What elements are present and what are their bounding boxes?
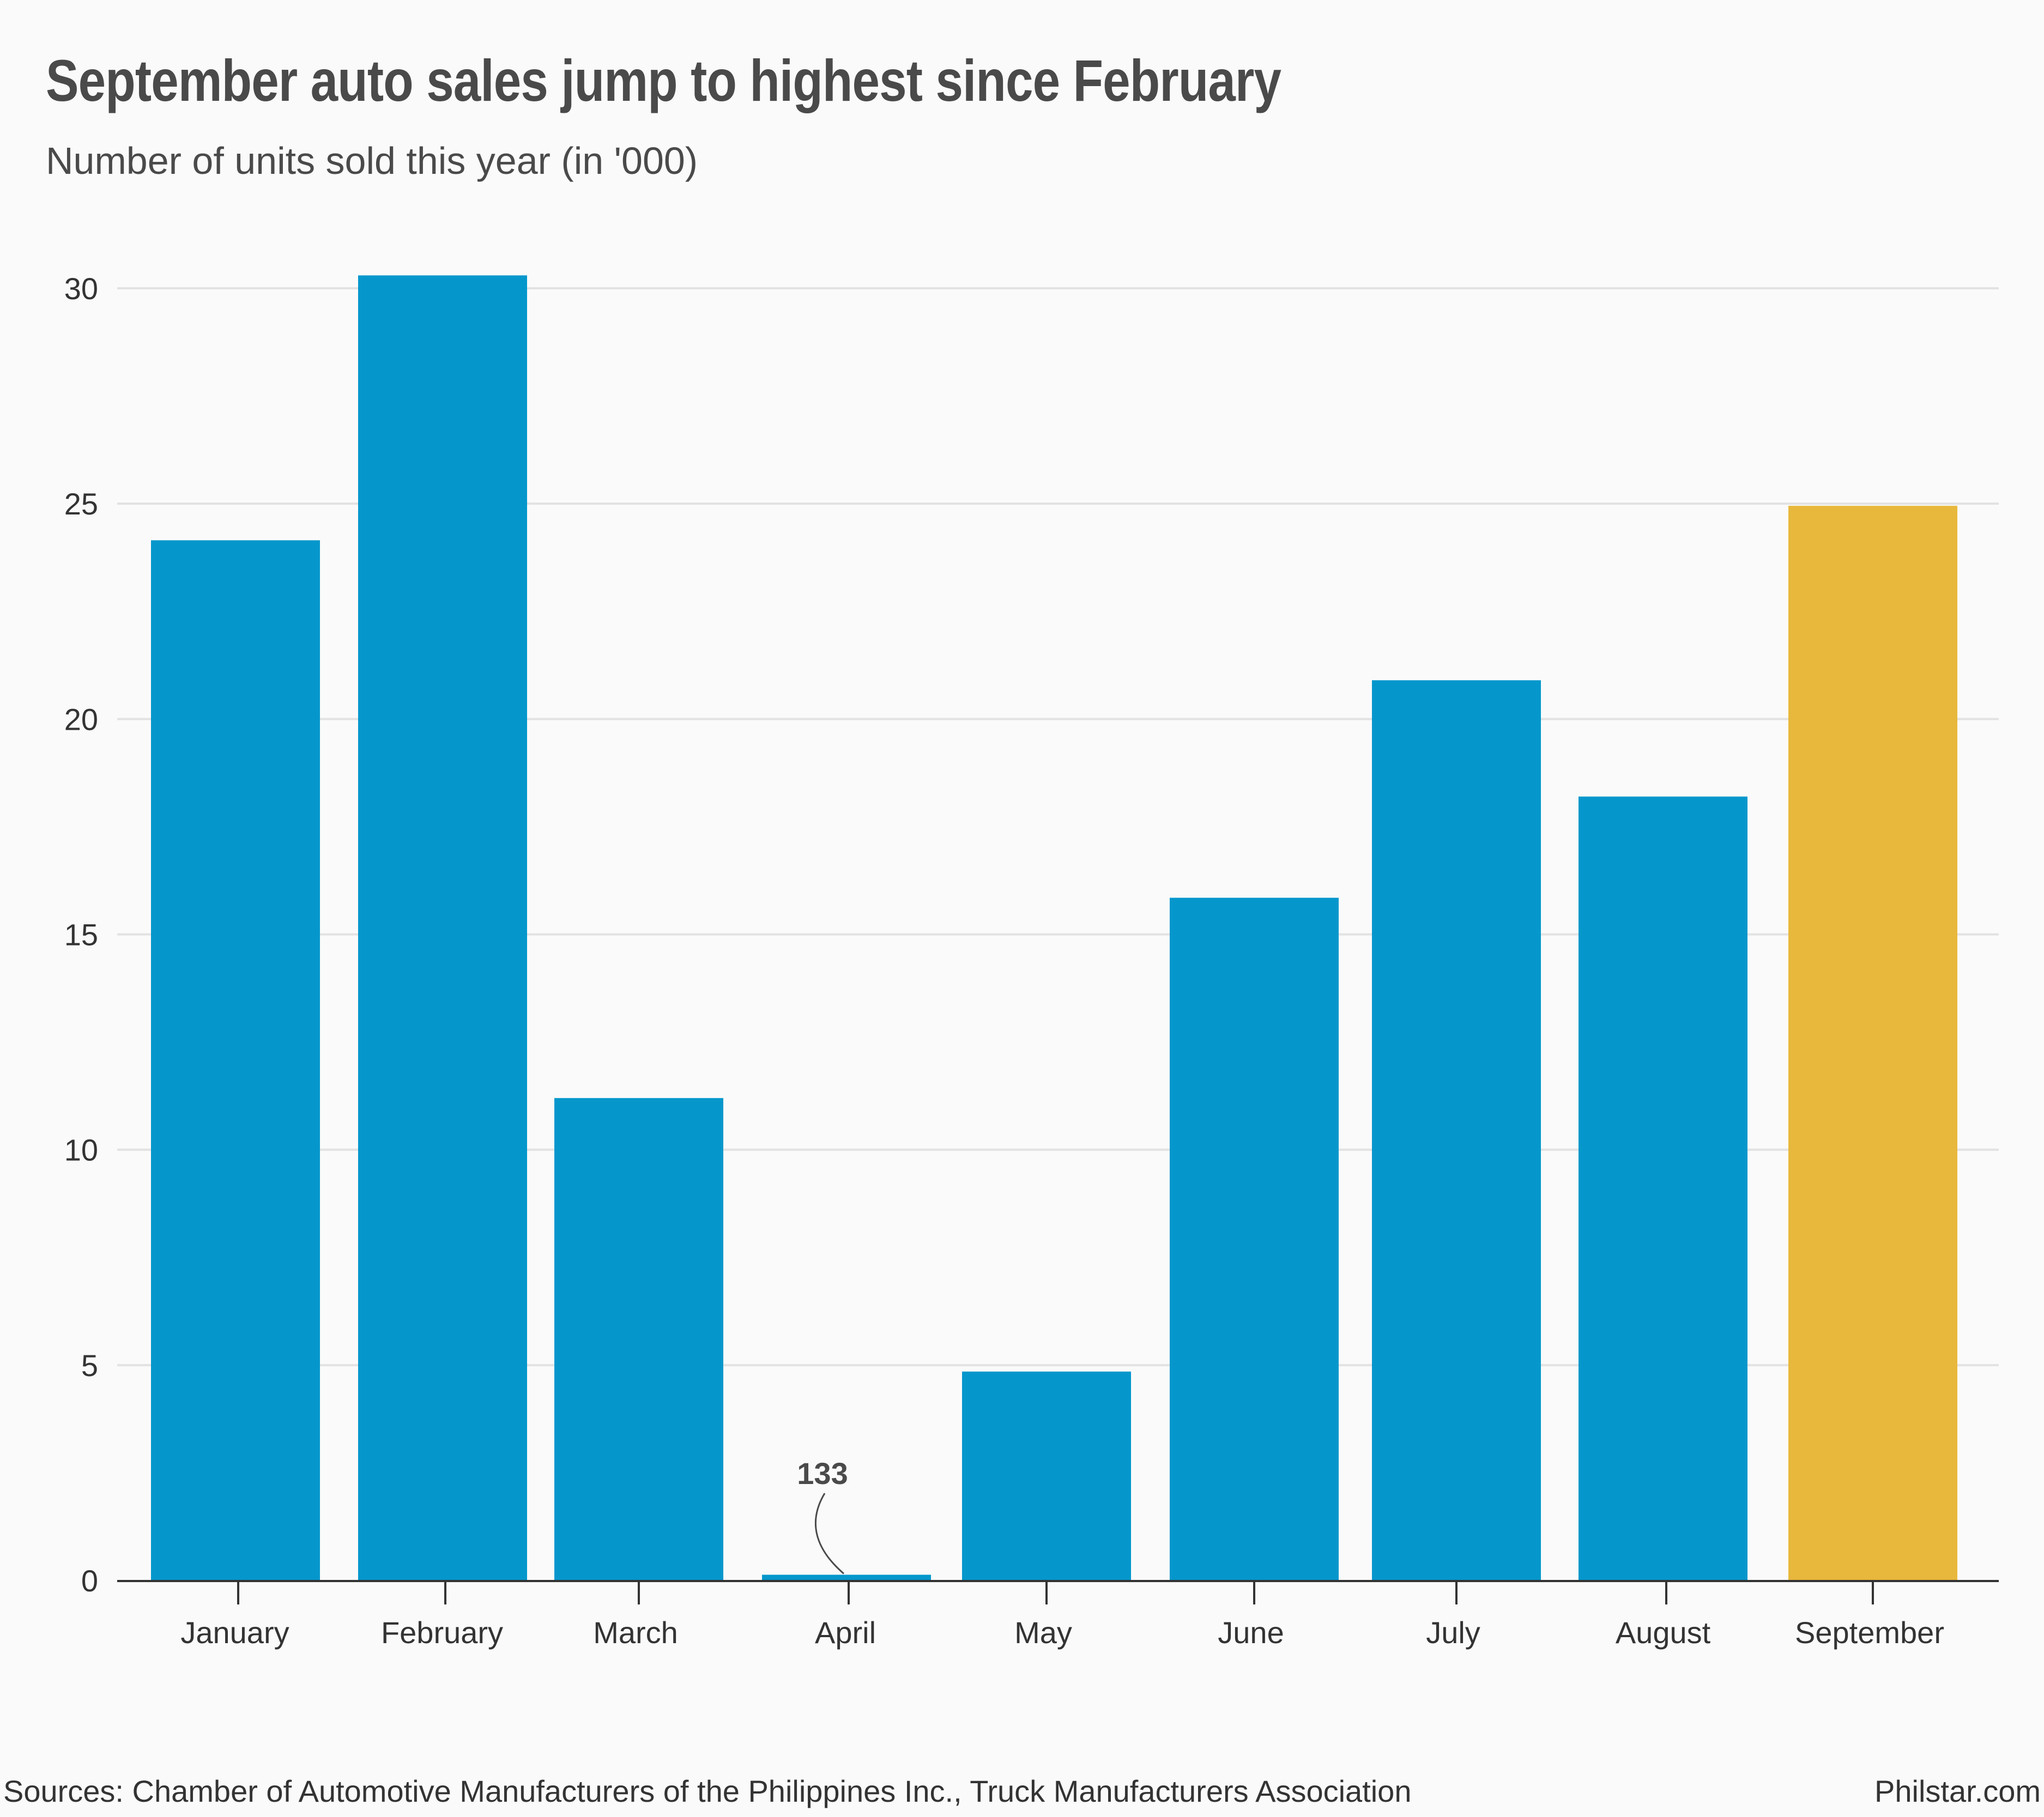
- bar-september: [1788, 506, 1957, 1580]
- bar-april: [762, 1574, 931, 1580]
- bar-march: [554, 1098, 723, 1580]
- y-tick-label: 25: [64, 487, 98, 521]
- x-tick-label-august: August: [1616, 1615, 1711, 1650]
- annotations: 133: [797, 1456, 848, 1574]
- bars: [151, 275, 1957, 1580]
- chart-title: September auto sales jump to highest sin…: [46, 47, 1281, 113]
- bar-june: [1170, 898, 1339, 1580]
- x-tick-label-may: May: [1014, 1615, 1072, 1650]
- bar-january: [151, 540, 320, 1580]
- x-tick-label-february: February: [381, 1615, 503, 1650]
- annotation-leader-line: [814, 1493, 844, 1574]
- y-tick-label: 10: [64, 1133, 98, 1167]
- bar-july: [1372, 680, 1541, 1580]
- y-tick-label: 5: [81, 1348, 98, 1383]
- y-axis-tick-labels: 0 5 10 15 20 25 30: [64, 271, 98, 1598]
- x-axis-tick-labels: January February March April May June July Augu…: [180, 1615, 1944, 1650]
- bar-may: [962, 1371, 1131, 1580]
- y-tick-label: 30: [64, 271, 98, 306]
- x-tick-label-april: April: [815, 1615, 876, 1650]
- y-tick-label: 20: [64, 702, 98, 736]
- x-axis: [117, 1580, 1999, 1604]
- bar-august: [1579, 796, 1747, 1580]
- bar-february: [358, 275, 527, 1580]
- y-tick-label: 0: [81, 1564, 98, 1598]
- x-tick-label-march: March: [593, 1615, 678, 1650]
- chart-subtitle: Number of units sold this year (in '000): [46, 140, 698, 182]
- annotation-label-april: 133: [797, 1456, 848, 1491]
- brand-note: Philstar.com: [1874, 1774, 2041, 1808]
- source-note: Sources: Chamber of Automotive Manufactu…: [3, 1774, 1412, 1808]
- y-tick-label: 15: [64, 918, 98, 952]
- x-tick-label-june: June: [1218, 1615, 1284, 1650]
- x-tick-label-january: January: [180, 1615, 289, 1650]
- x-tick-label-july: July: [1426, 1615, 1480, 1650]
- x-tick-label-september: September: [1795, 1615, 1944, 1650]
